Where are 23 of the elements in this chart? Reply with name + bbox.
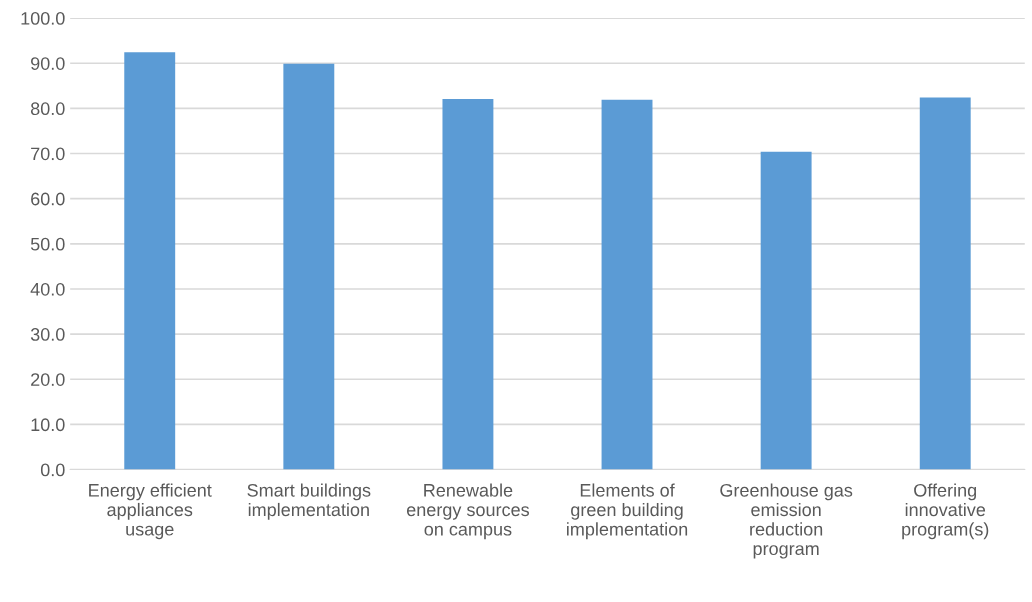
x-tick-label: Elements of green building implementation xyxy=(567,483,688,540)
bar xyxy=(919,97,971,470)
x-tick-label: Greenhouse gas emission reduction program xyxy=(720,483,853,559)
y-tick-label: 70.0 xyxy=(31,147,65,161)
y-tick-label: 20.0 xyxy=(31,373,65,386)
y-tick-label: 10.0 xyxy=(31,418,65,432)
y-tick-label: 0.0 xyxy=(40,463,65,477)
bar xyxy=(760,151,812,470)
y-tick-label: 30.0 xyxy=(30,328,65,341)
y-tick-label: 50.0 xyxy=(30,237,65,251)
y-tick-label: 40.0 xyxy=(30,282,65,296)
x-tick-label: Energy efficient appliances usage xyxy=(89,483,212,540)
bar xyxy=(442,98,494,470)
x-tick-label: Offering innovative program(s) xyxy=(902,483,989,540)
bar xyxy=(283,63,335,470)
y-tick-label: 80.0 xyxy=(30,102,65,116)
x-tick-label: Renewable energy sources on campus xyxy=(406,483,529,540)
bar xyxy=(601,99,653,470)
bar xyxy=(124,52,176,470)
y-tick-label: 60.0 xyxy=(31,192,65,206)
x-tick-label: Smart buildings implementation xyxy=(247,483,371,520)
y-tick-label: 90.0 xyxy=(31,57,65,70)
y-tick-label: 100.0 xyxy=(21,11,65,25)
